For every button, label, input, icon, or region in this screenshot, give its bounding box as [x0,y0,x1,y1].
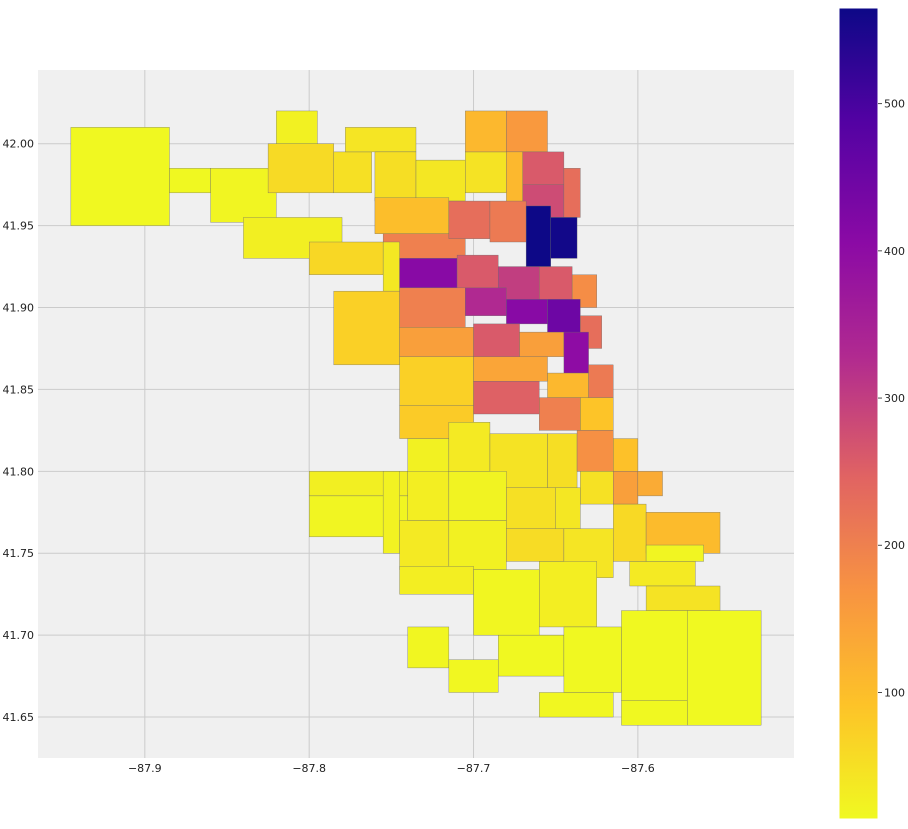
y-tick-label: 41.75 [3,547,35,560]
community-area [539,692,614,718]
community-area [539,561,597,628]
community-area [645,585,721,611]
community-area [473,356,548,382]
x-tick-label: −87.7 [457,762,491,775]
community-area [547,299,581,336]
community-area [506,528,565,562]
community-area [276,110,318,144]
community-area [465,287,507,316]
community-area [580,397,614,431]
community-area [267,143,335,194]
y-axis-ticks: 42.00 41.95 41.90 41.85 41.80 41.75 41.70 41.65 [3,138,35,724]
community-area [415,159,466,202]
y-tick-label: 41.90 [3,302,35,315]
community-area [563,168,581,218]
community-area [448,659,499,693]
community-area [629,561,696,587]
community-area [613,438,639,472]
community-area [448,200,491,239]
community-area [613,503,647,562]
community-area [686,610,762,726]
community-area [70,127,170,226]
community-area [555,487,581,529]
community-area [374,151,417,202]
community-area [588,364,614,398]
community-area [522,151,565,185]
y-tick-label: 41.65 [3,711,35,724]
community-areas [70,110,762,726]
community-area [465,110,507,153]
community-area [645,544,704,562]
community-area [399,287,466,328]
community-area [621,610,688,701]
community-area [448,471,507,521]
community-area [399,327,474,357]
colorbar-ticks: 100 200 300 400 500 [878,98,905,699]
colorbar-tick-label: 200 [884,539,905,552]
community-area [580,471,614,505]
community-area [550,217,578,259]
community-area [345,127,417,153]
colorbar-gradient [838,7,879,820]
x-axis-ticks: −87.9 −87.8 −87.7 −87.6 [128,762,655,775]
community-area [497,634,565,677]
community-area [525,205,551,267]
x-tick-label: −87.9 [128,762,162,775]
community-area [506,151,524,210]
community-area [576,430,614,472]
community-area [399,258,458,289]
community-area [506,487,556,529]
y-tick-label: 41.95 [3,220,35,233]
community-area [563,626,622,693]
community-area [547,372,589,398]
colorbar-tick-label: 400 [884,245,905,258]
community-area [374,197,450,234]
community-area [169,168,211,194]
colorbar-tick-label: 500 [884,98,905,111]
y-tick-label: 41.70 [3,629,35,642]
community-area [637,471,663,497]
community-area [613,471,639,505]
community-area [448,422,491,472]
community-area [210,168,277,223]
community-area [333,151,372,194]
community-area [308,241,384,275]
community-area [448,520,507,570]
community-area [407,471,450,521]
community-area [407,626,450,669]
community-area [621,700,688,726]
community-area [473,569,540,636]
x-tick-label: −87.8 [292,762,326,775]
community-area [399,566,474,595]
community-area [473,381,540,415]
y-tick-label: 41.80 [3,465,35,478]
community-area [506,299,548,325]
colorbar-tick-label: 100 [884,686,905,699]
community-area [333,290,400,366]
colorbar-tick-label: 300 [884,392,905,405]
colorbar: 100 200 300 400 500 [838,7,905,820]
community-area [465,151,507,194]
community-area [519,331,565,357]
y-tick-label: 41.85 [3,383,35,396]
community-area [506,110,548,153]
x-tick-label: −87.6 [621,762,655,775]
community-area [539,397,581,431]
community-area [399,520,450,570]
community-area [563,331,589,374]
community-area [456,254,499,292]
community-area [399,356,474,406]
community-area [539,266,573,300]
community-area [547,433,578,488]
community-area [382,471,400,554]
community-area [382,241,400,292]
community-area [489,200,527,243]
y-tick-label: 42.00 [3,138,35,151]
